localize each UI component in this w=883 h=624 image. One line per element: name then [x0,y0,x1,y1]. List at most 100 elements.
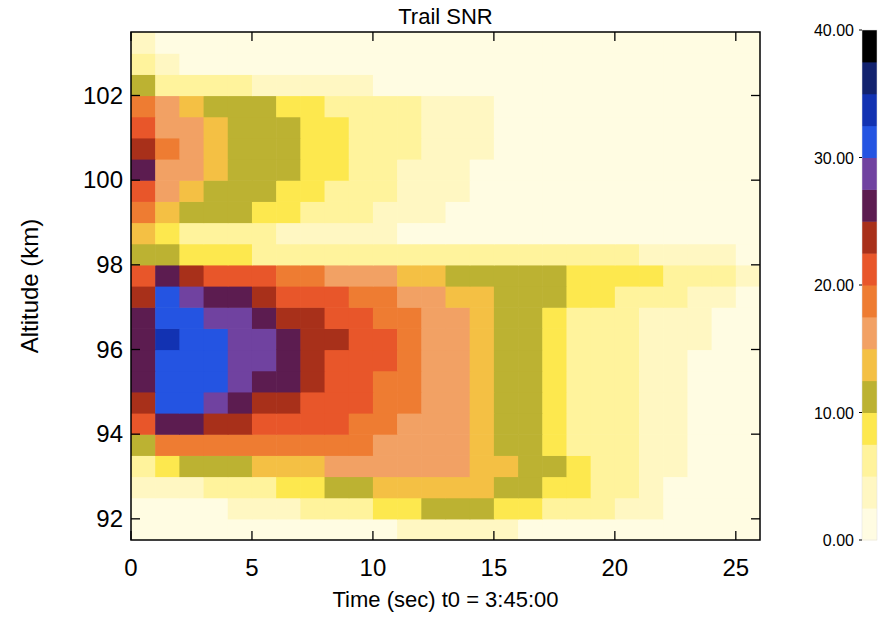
heatmap-cell [663,498,688,520]
colorbar-segment [862,508,877,540]
heatmap-cell [300,413,325,435]
heatmap-cell [397,371,422,393]
heatmap-cell [131,350,156,372]
heatmap-cell [591,32,616,54]
heatmap-cell [470,244,495,266]
heatmap-cell [687,265,712,287]
heatmap-cell [397,53,422,75]
heatmap-cell [179,244,204,266]
heatmap-cell [421,96,446,118]
heatmap-cell [566,265,591,287]
heatmap-cell [566,392,591,414]
heatmap-cell [300,455,325,477]
heatmap-cell [300,477,325,499]
heatmap-cell [155,371,180,393]
heatmap-cell [566,159,591,181]
x-tick-label: 10 [360,554,387,581]
heatmap-cell [349,159,374,181]
heatmap-cell [663,32,688,54]
heatmap-cell [663,244,688,266]
heatmap-cell [542,180,567,202]
heatmap-cell [155,350,180,372]
heatmap-cell [325,392,350,414]
heatmap-cell [736,307,760,329]
heatmap-cell [712,96,737,118]
heatmap-cell [615,519,640,540]
heatmap-cell [421,32,446,54]
heatmap-cell [736,117,760,139]
heatmap-cell [712,350,737,372]
heatmap-cell [131,307,156,329]
heatmap-cell [131,180,156,202]
heatmap-cell [446,96,471,118]
heatmap-cell [639,307,664,329]
heatmap-cell [252,498,277,520]
heatmap-cell [591,286,616,308]
heatmap-cell [639,244,664,266]
heatmap-cell [349,328,374,350]
heatmap-cell [687,53,712,75]
heatmap-cell [228,455,253,477]
heatmap-cell [397,201,422,223]
heatmap-cell [397,286,422,308]
heatmap-cell [639,434,664,456]
heatmap-cell [179,201,204,223]
heatmap-cell [325,455,350,477]
heatmap-cell [349,392,374,414]
heatmap-cell [300,180,325,202]
heatmap-cell [421,392,446,414]
heatmap-cell [518,159,543,181]
heatmap-cell [252,53,277,75]
heatmap-cell [325,307,350,329]
heatmap-cell [325,96,350,118]
heatmap-cell [615,223,640,245]
heatmap-cell [397,159,422,181]
heatmap-cell [325,498,350,520]
heatmap-cell [591,455,616,477]
y-tick-label: 102 [83,82,123,109]
heatmap-cell [276,328,301,350]
heatmap-cell [204,117,229,139]
x-tick [372,531,373,540]
heatmap-cell [663,223,688,245]
heatmap-cell [204,96,229,118]
heatmap-cell [639,180,664,202]
x-tick-top [130,32,131,41]
heatmap-cell [373,117,398,139]
heatmap-cell [179,180,204,202]
heatmap-cell [131,223,156,245]
heatmap-cell [204,498,229,520]
colorbar-segment [862,221,877,253]
heatmap-cell [687,371,712,393]
x-tick-top [372,32,373,41]
heatmap-cell [131,519,156,540]
y-tick [131,95,140,96]
heatmap-cell [228,180,253,202]
heatmap-cell [204,138,229,160]
heatmap-cell [155,159,180,181]
heatmap-cell [615,32,640,54]
heatmap-cell [252,223,277,245]
heatmap-cell [615,371,640,393]
heatmap-cell [712,138,737,160]
heatmap-cell [179,74,204,96]
heatmap-cell [349,434,374,456]
heatmap-cell [615,201,640,223]
heatmap-cell [276,455,301,477]
y-tick-label: 98 [96,251,123,278]
colorbar-tick [859,157,862,158]
heatmap-cell [155,138,180,160]
heatmap-cell [228,223,253,245]
heatmap-cell [591,96,616,118]
colorbar-tick [859,30,862,31]
heatmap-cell [687,180,712,202]
x-tick [614,531,615,540]
heatmap-cell [446,328,471,350]
heatmap-cell [349,223,374,245]
heatmap-cell [179,53,204,75]
heatmap-cell [591,265,616,287]
heatmap-cell [131,138,156,160]
heatmap-cell [421,371,446,393]
heatmap-cell [663,96,688,118]
heatmap-cell [566,350,591,372]
